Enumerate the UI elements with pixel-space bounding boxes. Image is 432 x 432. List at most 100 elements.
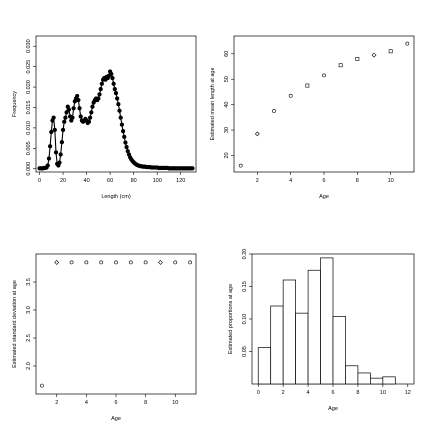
data-point <box>122 134 127 140</box>
x-tick-label: 6 <box>322 178 325 184</box>
data-point <box>76 97 81 103</box>
data-point <box>60 127 66 133</box>
x-tick-label: 8 <box>144 400 147 406</box>
y-tick-label: 60 <box>224 51 230 57</box>
x-tick-label: 2 <box>55 400 58 406</box>
x-tick-label: 10 <box>172 400 178 406</box>
data-point <box>272 109 276 113</box>
data-point <box>388 49 393 54</box>
x-tick-label: 2 <box>282 390 285 396</box>
x-tick-label: 60 <box>107 178 113 184</box>
data-point <box>123 140 128 145</box>
histogram-bar <box>270 305 284 385</box>
x-tick-label: 8 <box>356 178 359 184</box>
y-tick-label: 2.0 <box>26 362 32 370</box>
data-point <box>64 110 69 115</box>
data-point <box>52 127 57 133</box>
data-point <box>78 114 83 119</box>
data-point <box>158 259 163 265</box>
data-point <box>86 119 92 124</box>
data-point <box>54 259 60 265</box>
data-point <box>288 93 293 98</box>
data-point <box>40 383 44 388</box>
data-point <box>71 106 76 111</box>
y-tick-label: 30 <box>224 127 230 133</box>
y-tick-label: 40 <box>224 102 230 108</box>
x-tick-label: 10 <box>388 178 394 184</box>
x-tick-label: 0 <box>38 178 41 184</box>
y-axis-label: Estimated proportions at age <box>228 284 234 354</box>
y-tick-label: 3.0 <box>26 306 32 314</box>
x-tick-label: 6 <box>331 390 334 396</box>
data-point <box>75 93 80 99</box>
histogram-bar <box>357 372 371 385</box>
data-point <box>118 115 123 120</box>
data-point <box>70 115 75 120</box>
data-point <box>113 91 119 96</box>
data-point <box>173 260 178 265</box>
data-point <box>58 152 63 157</box>
data-point <box>190 166 195 171</box>
y-tick-label: 50 <box>224 76 230 82</box>
data-point <box>96 96 101 101</box>
data-point <box>338 63 343 68</box>
data-point <box>90 104 95 109</box>
plot-frame <box>35 253 197 395</box>
y-tick-label: 0.025 <box>26 60 32 74</box>
data-point <box>128 260 133 265</box>
x-axis-label: Age <box>319 194 329 200</box>
data-point <box>99 260 104 265</box>
data-point <box>109 71 114 77</box>
data-point <box>254 131 260 137</box>
data-point <box>45 163 50 168</box>
plot-frame <box>233 35 415 173</box>
data-point <box>114 260 118 265</box>
data-point <box>59 140 65 145</box>
sd-at-age-panel: 2 4 6 8 10 2.0 2.5 3.0 3.5 Age Estimated standard … <box>12 253 197 422</box>
histogram-bar <box>332 316 346 385</box>
histogram-bar <box>282 279 296 385</box>
y-axis-label: Frequency <box>12 91 18 117</box>
x-tick-label: 20 <box>60 178 66 184</box>
x-tick-label: 10 <box>380 390 386 396</box>
x-tick-label: 8 <box>356 390 359 396</box>
data-point <box>111 81 116 86</box>
plot-frame <box>35 35 197 173</box>
data-point <box>53 150 59 155</box>
x-tick-label: 6 <box>114 400 117 406</box>
data-point <box>371 52 377 58</box>
x-tick-label: 2 <box>256 178 259 184</box>
histogram-bar <box>307 269 321 385</box>
data-point <box>62 119 67 124</box>
x-tick-label: 120 <box>176 178 185 184</box>
data-point <box>322 73 326 78</box>
data-point <box>119 122 125 127</box>
data-point <box>97 92 102 97</box>
histogram-bar <box>257 347 272 385</box>
data-point <box>110 75 115 81</box>
data-point <box>305 83 310 88</box>
x-axis-label: Age <box>328 406 338 412</box>
data-point <box>57 160 62 165</box>
x-tick-label: 4 <box>307 390 310 396</box>
data-point <box>120 129 126 134</box>
data-point <box>238 163 243 168</box>
data-point <box>98 86 103 92</box>
x-tick-label: 12 <box>405 390 411 396</box>
histogram-bar <box>382 376 396 385</box>
y-tick-label: 2.5 <box>26 334 32 342</box>
x-tick-label: 100 <box>153 178 162 184</box>
histogram-bar <box>320 257 334 385</box>
data-point <box>188 260 192 265</box>
y-tick-label: 0.05 <box>242 346 248 357</box>
data-point <box>47 144 53 149</box>
x-tick-label: 80 <box>131 178 137 184</box>
y-tick-label: 0.000 <box>26 162 32 176</box>
y-tick-label: 0.015 <box>26 101 32 115</box>
y-axis-label: Estimated mean length at age <box>210 67 216 140</box>
y-tick-label: 3.5 <box>26 278 32 286</box>
data-point <box>66 107 72 112</box>
x-axis-label: Length (cm) <box>101 194 131 200</box>
data-point <box>69 260 74 265</box>
